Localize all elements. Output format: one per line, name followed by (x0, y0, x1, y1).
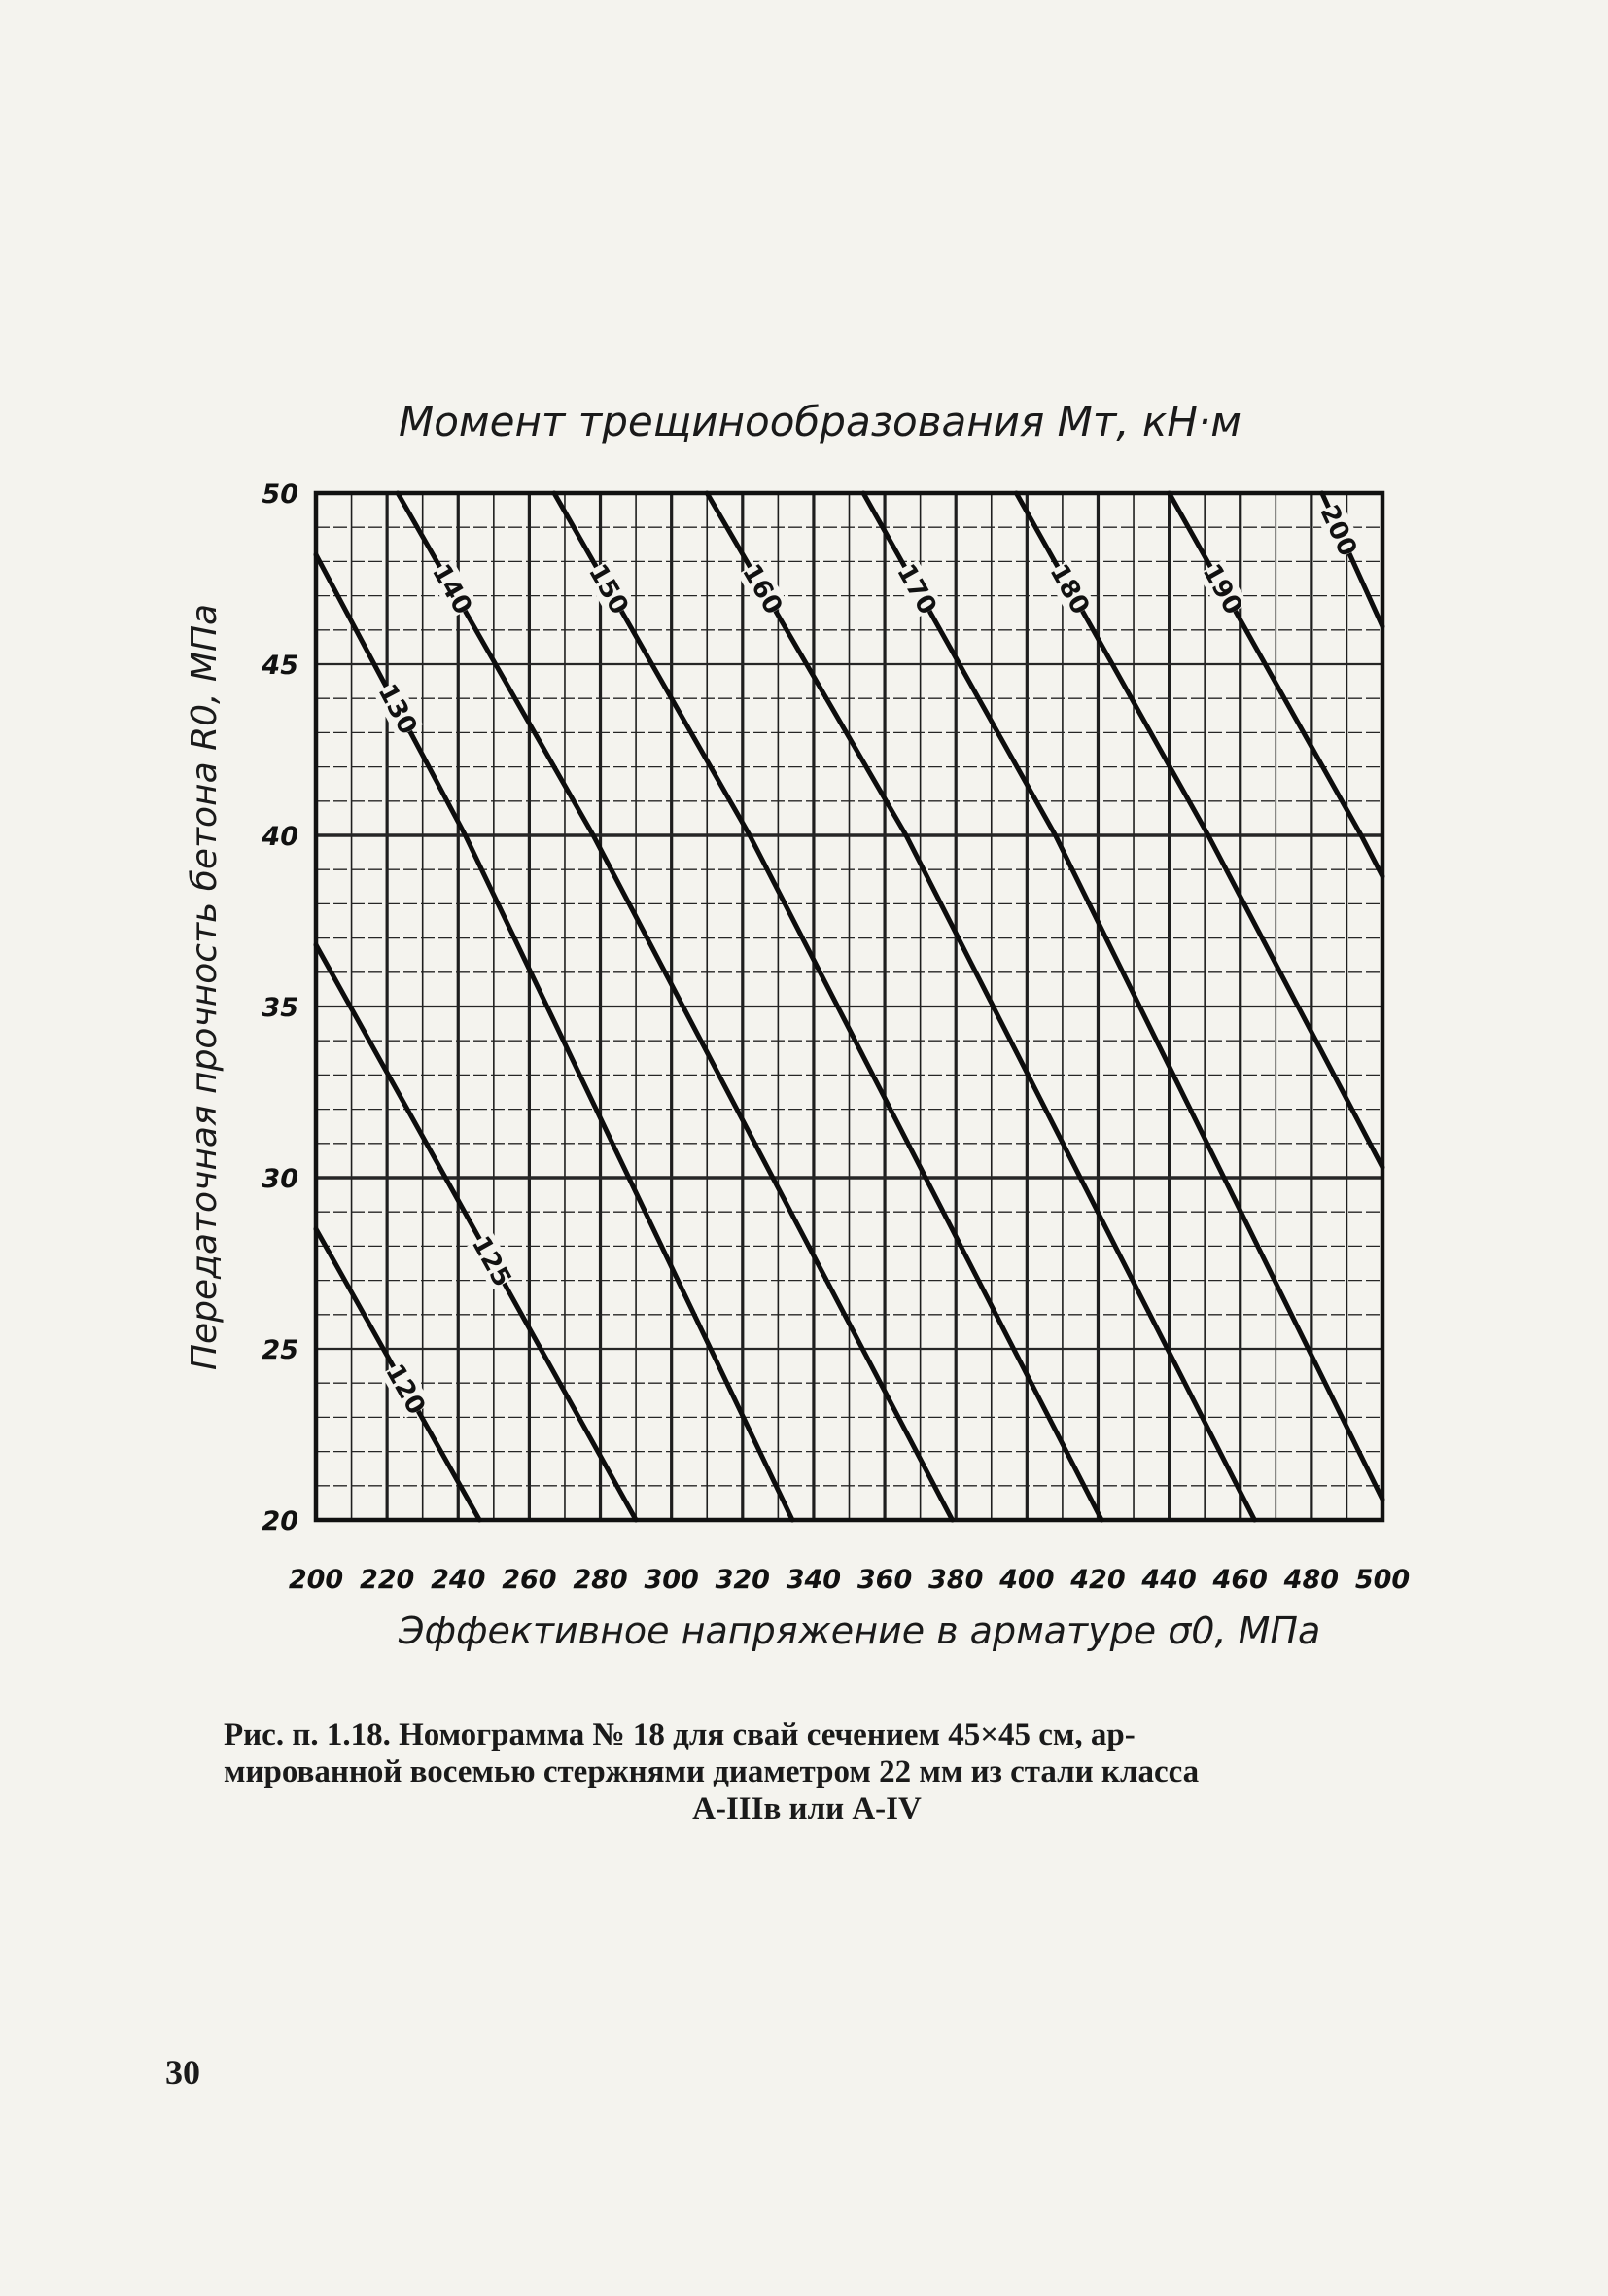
series-label: 130 (372, 680, 423, 740)
x-tick-label: 240 (431, 1565, 485, 1595)
x-tick-label: 460 (1212, 1565, 1268, 1595)
series-label-bg (1314, 501, 1363, 560)
series-label: 140 (426, 559, 477, 619)
x-tick-label: 420 (1069, 1565, 1125, 1595)
x-tick-label: 340 (787, 1565, 841, 1595)
y-axis-title: Передаточная прочность бетона R0, МПа (185, 604, 225, 1370)
series-label: 200 (1313, 501, 1362, 561)
x-axis-title: Эффективное напряжение в арматуре σ0, МП… (398, 1609, 1320, 1652)
y-tick-label: 50 (262, 479, 298, 510)
y-tick-label: 20 (262, 1506, 298, 1537)
caption-line-2: мированной восемью стержнями диаметром 2… (224, 1754, 1200, 1789)
series-label-bg (373, 680, 423, 739)
x-tick-label: 220 (360, 1565, 414, 1595)
y-tick-label: 45 (261, 651, 298, 681)
y-tick-label: 35 (262, 993, 298, 1023)
y-tick-label: 25 (262, 1335, 298, 1365)
y-tick-label: 40 (261, 822, 298, 852)
y-tick-label: 30 (262, 1164, 298, 1194)
x-tick-label: 260 (502, 1565, 556, 1595)
x-tick-label: 360 (857, 1565, 912, 1595)
series-label-bg (583, 559, 635, 618)
plot-frame (313, 490, 1385, 1523)
x-tick-label: 280 (573, 1565, 627, 1595)
page-number: 30 (165, 2053, 200, 2092)
chart-title: Момент трещинообразования Mт, кН·м (399, 398, 1241, 445)
series-label-bg (427, 559, 478, 618)
caption-line-3: А-IIIв или А-IV (692, 1791, 922, 1826)
x-tick-label: 200 (289, 1565, 343, 1595)
series-label-bg (1044, 559, 1096, 618)
x-tick-label: 300 (644, 1565, 698, 1595)
series-line-130 (313, 551, 795, 1523)
figure-caption: Рис. п. 1.18. Номограмма № 18 для свай с… (224, 1716, 1390, 1827)
grid (314, 491, 1384, 1522)
series-label: 180 (1043, 559, 1095, 619)
x-tick-label: 400 (998, 1565, 1054, 1595)
axes: 200 220 240 260 280 300 320 340 360 380 400 420 440 4… (261, 479, 1410, 1595)
x-tick-label: 480 (1283, 1565, 1339, 1595)
series-label: 170 (891, 559, 942, 619)
series-line-125 (313, 942, 639, 1523)
series-label-bg (1198, 559, 1248, 618)
series-label-bg (737, 559, 788, 618)
series-label-bg (891, 559, 943, 618)
x-tick-label: 500 (1355, 1565, 1410, 1595)
x-tick-label: 380 (928, 1565, 983, 1595)
x-tick-label: 440 (1140, 1565, 1196, 1595)
series-label-bg (380, 1360, 432, 1419)
x-tick-label: 320 (716, 1565, 770, 1595)
series-label: 125 (466, 1231, 517, 1291)
series-label: 150 (582, 559, 634, 619)
series-label-bg (467, 1231, 517, 1290)
caption-line-1: Рис. п. 1.18. Номограмма № 18 для свай с… (224, 1717, 1136, 1752)
